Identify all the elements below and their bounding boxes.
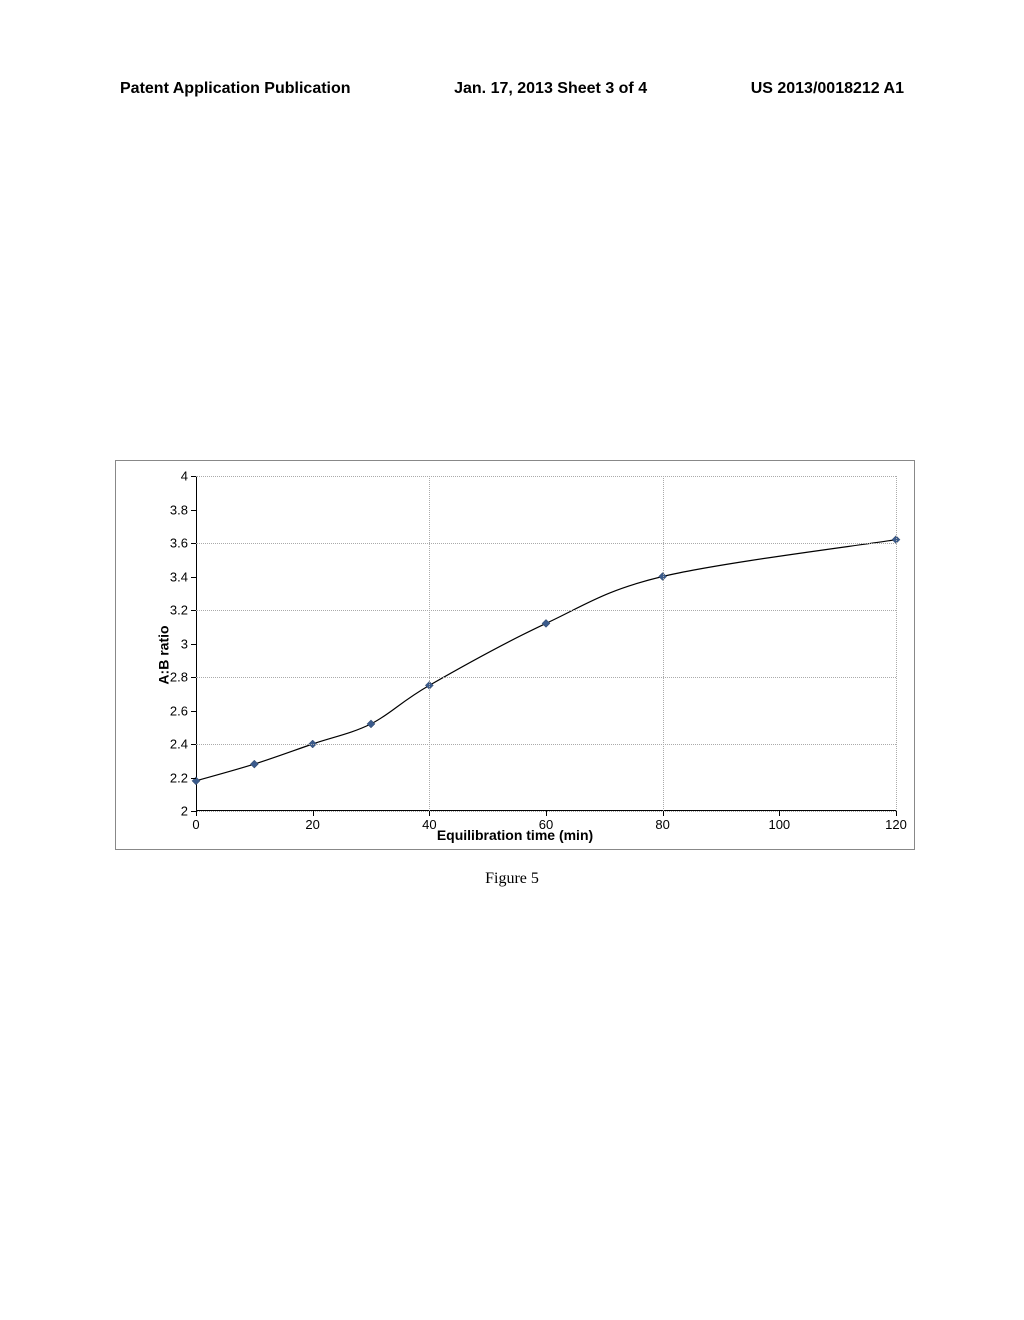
x-tick-label: 20 xyxy=(305,817,319,832)
y-tick-label: 2.8 xyxy=(170,670,188,685)
gridline-h xyxy=(196,744,896,745)
chart-frame: A:B ratio Equilibration time (min) 22.22… xyxy=(115,460,915,850)
y-tick-label: 3.6 xyxy=(170,536,188,551)
gridline-h xyxy=(196,610,896,611)
data-marker xyxy=(250,760,258,768)
gridline-h xyxy=(196,543,896,544)
header-right: US 2013/0018212 A1 xyxy=(751,80,904,98)
y-tick-label: 3.4 xyxy=(170,569,188,584)
y-tick-label: 3 xyxy=(181,636,188,651)
x-tick xyxy=(896,811,897,816)
x-axis-label: Equilibration time (min) xyxy=(437,827,593,843)
x-tick xyxy=(663,811,664,816)
data-marker xyxy=(367,720,375,728)
x-tick-label: 40 xyxy=(422,817,436,832)
gridline-v xyxy=(896,476,897,811)
y-tick-label: 3.8 xyxy=(170,502,188,517)
y-tick xyxy=(191,744,196,745)
y-tick xyxy=(191,610,196,611)
figure-caption: Figure 5 xyxy=(0,870,1024,888)
x-tick xyxy=(429,811,430,816)
page-root: Patent Application Publication Jan. 17, … xyxy=(0,0,1024,1320)
y-tick xyxy=(191,644,196,645)
gridline-h xyxy=(196,476,896,477)
y-tick-label: 2.2 xyxy=(170,770,188,785)
x-tick-label: 0 xyxy=(192,817,199,832)
y-tick xyxy=(191,510,196,511)
chart-curve xyxy=(196,476,896,811)
x-tick-label: 100 xyxy=(768,817,790,832)
x-tick-label: 60 xyxy=(539,817,553,832)
x-tick xyxy=(779,811,780,816)
y-tick-label: 2.6 xyxy=(170,703,188,718)
page-header: Patent Application Publication Jan. 17, … xyxy=(0,80,1024,98)
y-tick-label: 4 xyxy=(181,469,188,484)
y-tick-label: 2 xyxy=(181,804,188,819)
gridline-v xyxy=(663,476,664,811)
y-tick xyxy=(191,577,196,578)
gridline-v xyxy=(429,476,430,811)
header-center: Jan. 17, 2013 Sheet 3 of 4 xyxy=(454,80,647,98)
plot-area: 22.22.42.62.833.23.43.63.840204060801001… xyxy=(196,476,896,811)
y-tick xyxy=(191,778,196,779)
y-tick-label: 2.4 xyxy=(170,737,188,752)
y-tick xyxy=(191,711,196,712)
y-tick xyxy=(191,677,196,678)
x-tick-label: 120 xyxy=(885,817,907,832)
x-tick xyxy=(196,811,197,816)
x-tick xyxy=(313,811,314,816)
gridline-h xyxy=(196,677,896,678)
y-tick xyxy=(191,476,196,477)
y-tick-label: 3.2 xyxy=(170,603,188,618)
y-tick xyxy=(191,543,196,544)
data-marker xyxy=(542,619,550,627)
x-tick-label: 80 xyxy=(655,817,669,832)
x-tick xyxy=(546,811,547,816)
header-left: Patent Application Publication xyxy=(120,80,351,98)
